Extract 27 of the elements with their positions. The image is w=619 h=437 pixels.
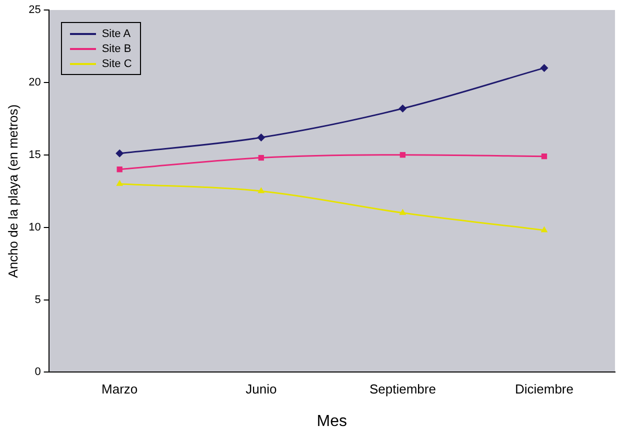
y-tick-label: 10 — [28, 221, 41, 234]
y-tick-label: 5 — [34, 294, 41, 306]
point — [540, 64, 548, 72]
x-tick-label: Junio — [246, 382, 277, 397]
y-tick-label: 0 — [34, 366, 41, 378]
x-tick-label: Diciembre — [514, 382, 574, 397]
x-axis-title: Mes — [316, 412, 348, 430]
point — [257, 133, 266, 142]
x-tick-label: Marzo — [102, 382, 138, 397]
y-axis-title: Ancho de la playa (en metros) — [5, 104, 20, 278]
point — [541, 154, 548, 160]
legend-label: Site B — [102, 42, 132, 54]
point — [258, 154, 264, 161]
point — [540, 226, 548, 232]
legend-label: Site A — [102, 28, 131, 40]
point — [116, 166, 122, 172]
point — [116, 149, 124, 158]
point — [399, 208, 406, 215]
legend-label: Site C — [102, 58, 132, 70]
point — [398, 104, 407, 113]
y-tick-label: 20 — [28, 76, 41, 88]
point — [116, 180, 124, 186]
point — [400, 152, 406, 158]
y-tick-label: 25 — [28, 4, 41, 16]
x-tick-label: Septiembre — [369, 382, 436, 397]
point — [258, 187, 265, 194]
y-tick-label: 15 — [28, 148, 41, 161]
